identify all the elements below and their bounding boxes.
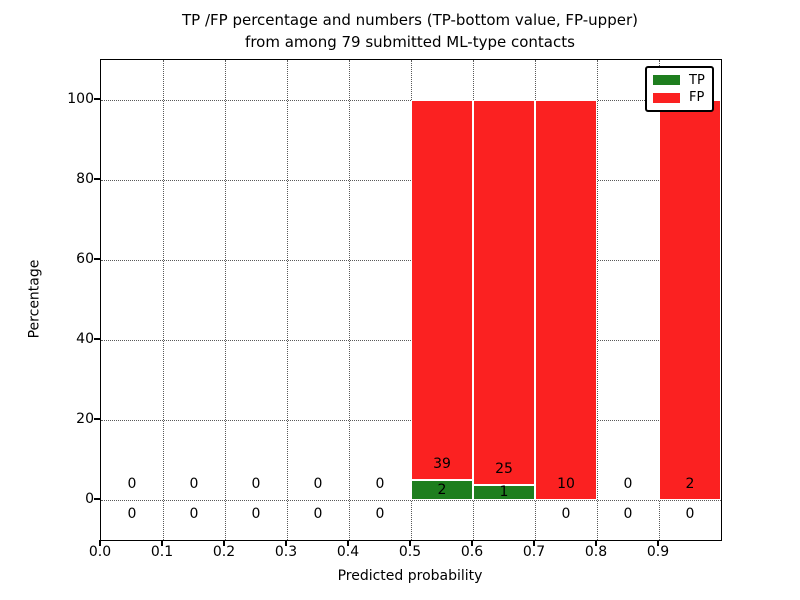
tp-count-label: 0 xyxy=(251,506,261,522)
fp-count-label: 0 xyxy=(251,476,261,492)
y-axis-tick xyxy=(94,338,100,340)
fp-swatch-icon xyxy=(653,92,680,103)
legend-label-fp: FP xyxy=(689,90,705,106)
y-axis-tick xyxy=(94,258,100,260)
x-tick-label: 0.1 xyxy=(150,544,174,560)
x-tick-label: 0.5 xyxy=(398,544,422,560)
tp-count-label: 0 xyxy=(313,506,323,522)
bar-segment-fp xyxy=(411,100,473,481)
x-axis-label: Predicted probability xyxy=(337,568,483,584)
x-tick-label: 0.3 xyxy=(274,544,298,560)
x-tick-label: 0.2 xyxy=(212,544,236,560)
gridline-vertical xyxy=(349,60,350,540)
y-axis-tick xyxy=(94,418,100,420)
bar-segment-tp xyxy=(411,480,473,500)
x-tick-label: 0.6 xyxy=(460,544,484,560)
x-tick-label: 0.0 xyxy=(88,544,112,560)
legend-label-tp: TP xyxy=(689,72,705,88)
gridline-vertical xyxy=(225,60,226,540)
fp-count-label: 0 xyxy=(375,476,385,492)
x-tick-label: 0.9 xyxy=(646,544,670,560)
x-axis-tick xyxy=(99,540,101,546)
x-axis-tick xyxy=(657,540,659,546)
x-axis-tick xyxy=(223,540,225,546)
tp-swatch-icon xyxy=(653,75,680,86)
bar-segment-fp xyxy=(473,100,535,485)
bar-segment-fp xyxy=(659,100,721,500)
legend-item-tp: TP xyxy=(653,73,706,87)
tp-count-label: 0 xyxy=(127,506,137,522)
y-tick-label: 100 xyxy=(67,91,94,107)
y-tick-label: 40 xyxy=(76,331,94,347)
fp-count-label: 0 xyxy=(127,476,137,492)
y-axis-tick xyxy=(94,98,100,100)
gridline-vertical xyxy=(597,60,598,540)
fp-count-label: 39 xyxy=(433,456,451,473)
bar-segment-tp xyxy=(473,484,535,500)
legend: TP FP xyxy=(645,66,714,112)
tp-count-label: 0 xyxy=(623,506,633,522)
x-axis-tick xyxy=(347,540,349,546)
bar-segment-fp xyxy=(535,100,597,500)
fp-count-label: 25 xyxy=(495,460,513,477)
tp-count-label: 1 xyxy=(499,484,509,501)
x-tick-label: 0.8 xyxy=(584,544,608,560)
fp-count-label: 0 xyxy=(189,476,199,492)
x-axis-tick xyxy=(595,540,597,546)
fp-count-label: 0 xyxy=(313,476,323,492)
y-axis-label: Percentage xyxy=(26,259,43,339)
x-axis-tick xyxy=(285,540,287,546)
x-axis-tick xyxy=(409,540,411,546)
x-tick-label: 0.4 xyxy=(336,544,360,560)
x-tick-label: 0.7 xyxy=(522,544,546,560)
legend-item-fp: FP xyxy=(653,91,706,105)
y-tick-label: 0 xyxy=(85,491,94,507)
tp-count-label: 2 xyxy=(437,482,447,499)
y-tick-label: 20 xyxy=(76,411,94,427)
tp-count-label: 0 xyxy=(685,506,695,522)
y-axis-tick xyxy=(94,178,100,180)
y-axis-tick xyxy=(94,498,100,500)
chart-title-line2: from among 79 submitted ML-type contacts xyxy=(245,33,575,51)
fp-count-label: 10 xyxy=(557,476,575,492)
fp-count-label: 2 xyxy=(685,476,695,492)
x-axis-tick xyxy=(471,540,473,546)
plot-area: 0 0 0 0 0 0 0 0 0 0 39 2 25 1 10 0 0 0 2 0 xyxy=(100,59,722,541)
fp-count-label: 0 xyxy=(623,476,633,492)
y-tick-label: 80 xyxy=(76,171,94,187)
tp-count-label: 0 xyxy=(375,506,385,522)
tp-count-label: 0 xyxy=(561,506,571,522)
y-tick-label: 60 xyxy=(76,251,94,267)
gridline-vertical xyxy=(287,60,288,540)
x-axis-tick xyxy=(161,540,163,546)
gridline-vertical xyxy=(163,60,164,540)
tp-count-label: 0 xyxy=(189,506,199,522)
chart-title-line1: TP /FP percentage and numbers (TP-bottom… xyxy=(182,11,638,29)
x-axis-tick xyxy=(533,540,535,546)
